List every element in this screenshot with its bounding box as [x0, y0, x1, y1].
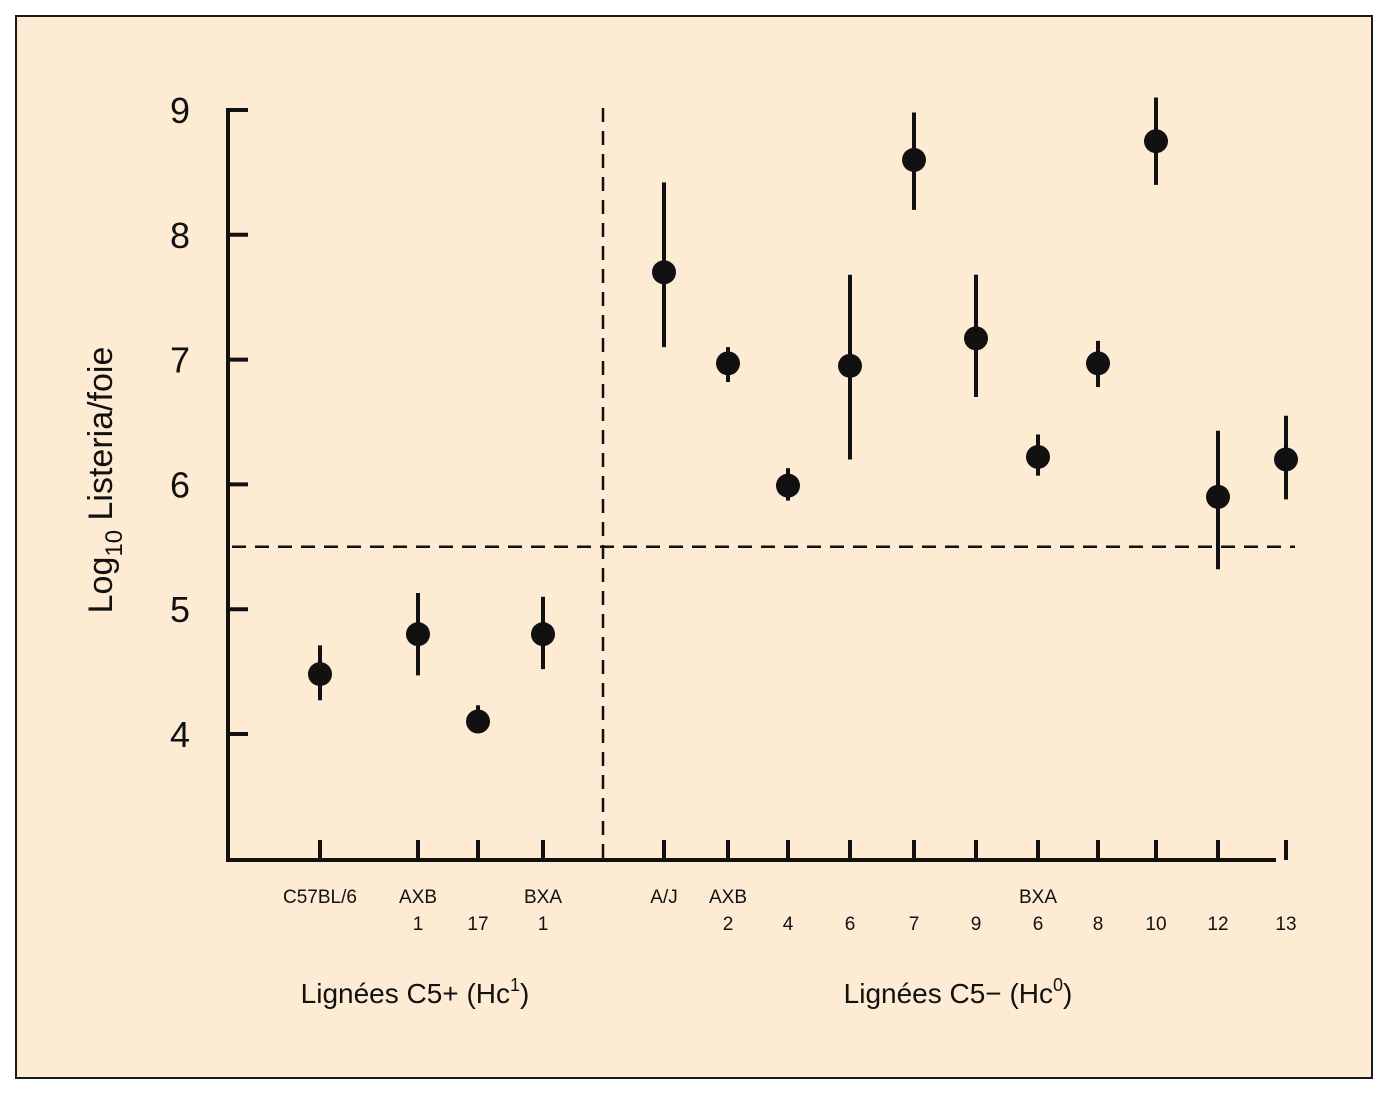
data-point: [716, 351, 740, 376]
x-category-labels: C57BL/6 AXB 1 17 BXA 1 A/J AXB 2 4 6 7 9 BXA 6 8 10 12 13: [283, 887, 1297, 935]
y-tick-label: 5: [170, 589, 190, 630]
data-point: [964, 326, 988, 351]
data-point: [1144, 129, 1168, 154]
data-point: [1086, 351, 1110, 376]
x-axis-ticks: [318, 840, 1288, 860]
x-category-label: AXB: [399, 887, 437, 908]
y-tick-label: 7: [170, 340, 190, 381]
x-category-label: A/J: [650, 887, 677, 908]
x-category-number: 8: [1093, 914, 1104, 935]
data-point: [652, 260, 676, 285]
y-tick-label: 8: [170, 215, 190, 256]
x-category-number: 6: [1033, 914, 1044, 935]
data-point: [406, 622, 430, 647]
x-category-number: 10: [1145, 914, 1166, 935]
y-tick-label: 6: [170, 464, 190, 505]
data-point: [902, 147, 926, 172]
data-point: [308, 662, 332, 687]
x-category-number: 1: [413, 914, 424, 935]
data-points: [308, 97, 1298, 734]
x-category-number: 17: [467, 914, 488, 935]
data-point: [466, 709, 490, 734]
y-tick-label: 9: [170, 90, 190, 131]
x-category-number: 9: [971, 914, 982, 935]
data-point: [1274, 447, 1298, 472]
y-tick-label: 4: [170, 714, 190, 755]
x-category-label: AXB: [709, 887, 747, 908]
y-axis-ticks: 4 5 6 7 8 9: [170, 90, 248, 755]
x-category-label: C57BL/6: [283, 887, 357, 908]
data-point: [776, 473, 800, 498]
x-category-label: BXA: [524, 887, 562, 908]
group-label-c5-minus: Lignées C5− (Hc0): [844, 975, 1073, 1009]
x-category-number: 7: [909, 914, 920, 935]
group-label-c5-plus: Lignées C5+ (Hc1): [301, 975, 530, 1009]
data-point: [1206, 484, 1230, 509]
x-category-number: 6: [845, 914, 856, 935]
x-category-number: 4: [783, 914, 794, 935]
data-point: [1026, 444, 1050, 469]
y-axis-label: Log10 Listeria/foie: [82, 347, 128, 614]
x-category-number: 2: [723, 914, 734, 935]
x-category-number: 13: [1275, 914, 1296, 935]
data-point: [531, 622, 555, 647]
x-category-number: 12: [1207, 914, 1228, 935]
x-category-number: 1: [538, 914, 549, 935]
x-category-label: BXA: [1019, 887, 1057, 908]
data-point: [838, 353, 862, 378]
threshold-lines: [232, 108, 1295, 858]
